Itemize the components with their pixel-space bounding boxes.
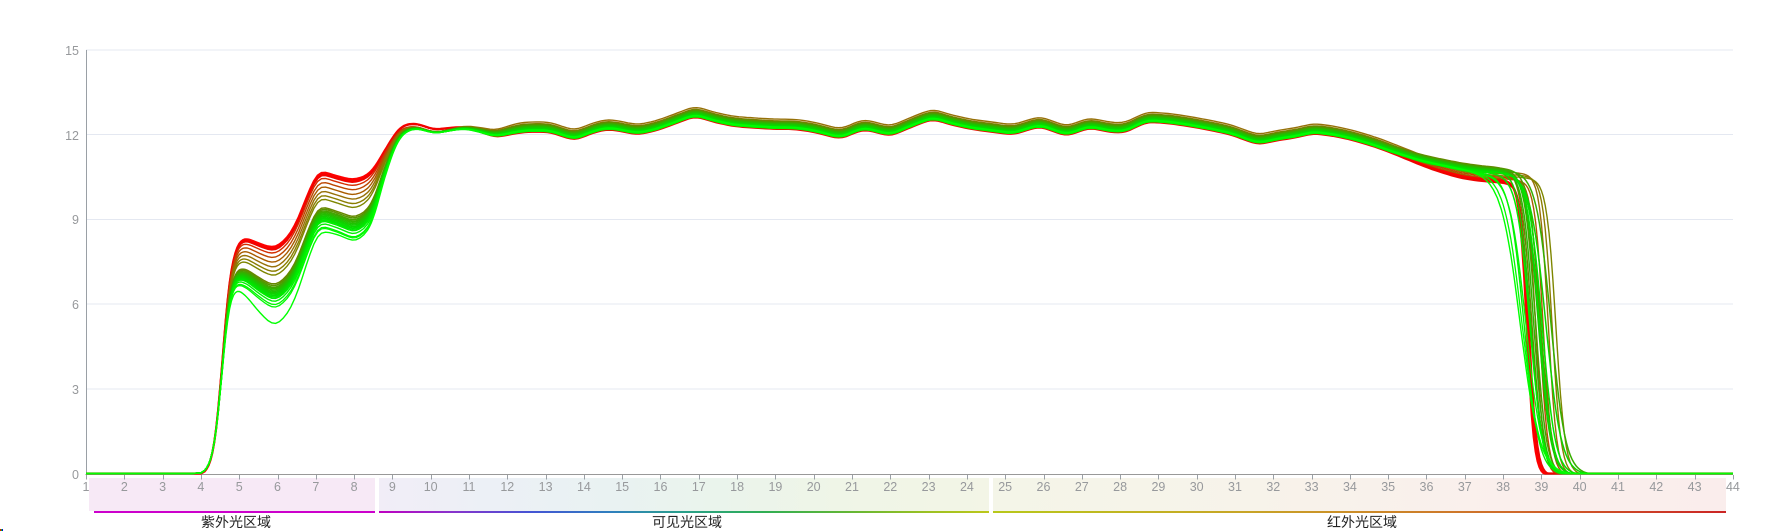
svg-text:25: 25 [998,480,1012,494]
svg-text:14: 14 [577,480,591,494]
svg-text:37: 37 [1458,480,1472,494]
svg-text:40: 40 [1573,480,1587,494]
svg-text:20: 20 [807,480,821,494]
svg-text:8: 8 [351,480,358,494]
svg-text:4: 4 [197,480,204,494]
svg-text:0: 0 [72,468,79,482]
svg-text:6: 6 [274,480,281,494]
svg-text:6: 6 [72,298,79,312]
svg-text:15: 15 [615,480,629,494]
svg-text:38: 38 [1496,480,1510,494]
svg-text:28: 28 [1113,480,1127,494]
svg-text:26: 26 [1037,480,1051,494]
svg-text:9: 9 [389,480,396,494]
svg-text:18: 18 [730,480,744,494]
svg-text:34: 34 [1343,480,1357,494]
svg-text:15: 15 [65,44,79,58]
svg-text:16: 16 [654,480,668,494]
svg-text:2: 2 [121,480,128,494]
svg-text:43: 43 [1688,480,1702,494]
svg-text:17: 17 [692,480,706,494]
svg-text:32: 32 [1266,480,1280,494]
svg-text:11: 11 [463,480,476,494]
svg-text:7: 7 [312,480,319,494]
svg-text:19: 19 [768,480,782,494]
svg-text:27: 27 [1075,480,1089,494]
svg-text:39: 39 [1534,480,1548,494]
svg-text:12: 12 [500,480,514,494]
svg-text:24: 24 [960,480,974,494]
svg-text:5: 5 [236,480,243,494]
svg-text:30: 30 [1190,480,1204,494]
svg-text:10: 10 [424,480,438,494]
svg-text:3: 3 [159,480,166,494]
svg-text:31: 31 [1228,480,1242,494]
svg-text:23: 23 [922,480,936,494]
svg-text:9: 9 [72,213,79,227]
svg-text:12: 12 [65,129,79,143]
svg-text:33: 33 [1305,480,1319,494]
svg-text:36: 36 [1420,480,1434,494]
svg-text:1: 1 [83,480,90,494]
svg-text:29: 29 [1151,480,1165,494]
svg-text:22: 22 [883,480,897,494]
svg-text:21: 21 [845,480,859,494]
svg-text:41: 41 [1611,480,1625,494]
svg-text:13: 13 [539,480,553,494]
svg-text:3: 3 [72,383,79,397]
svg-text:35: 35 [1381,480,1395,494]
svg-text:44: 44 [1726,480,1740,494]
svg-text:42: 42 [1649,480,1663,494]
